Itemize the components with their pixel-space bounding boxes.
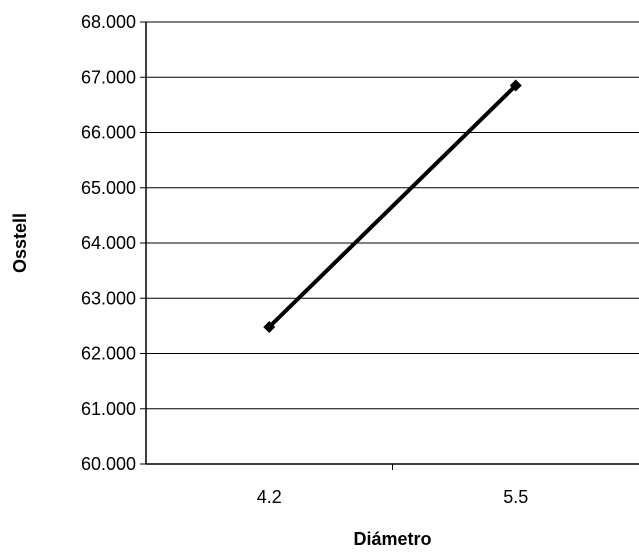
y-tick-label: 60.000 — [81, 454, 136, 474]
x-tick-label: 4.2 — [257, 487, 282, 507]
y-axis-title: Osstell — [10, 213, 30, 273]
y-tick-label: 62.000 — [81, 344, 136, 364]
series-group — [263, 79, 522, 333]
y-tick-labels: 60.000 61.000 62.000 63.000 64.000 65.000 66.0… — [81, 12, 136, 474]
y-tick-label: 64.000 — [81, 233, 136, 253]
axes — [140, 21, 639, 470]
x-axis-title: Diámetro — [353, 529, 431, 549]
x-tick-labels: 4.2 5.5 — [257, 487, 529, 507]
data-point — [263, 320, 276, 333]
y-tick-label: 63.000 — [81, 288, 136, 308]
y-tick-label: 61.000 — [81, 399, 136, 419]
y-tick-label: 67.000 — [81, 67, 136, 87]
data-point — [509, 79, 522, 92]
y-tick-label: 65.000 — [81, 178, 136, 198]
y-tick-label: 66.000 — [81, 123, 136, 143]
x-tick-label: 5.5 — [503, 487, 528, 507]
gridlines — [146, 21, 639, 410]
series-line — [267, 84, 518, 329]
y-tick-label: 68.000 — [81, 12, 136, 32]
